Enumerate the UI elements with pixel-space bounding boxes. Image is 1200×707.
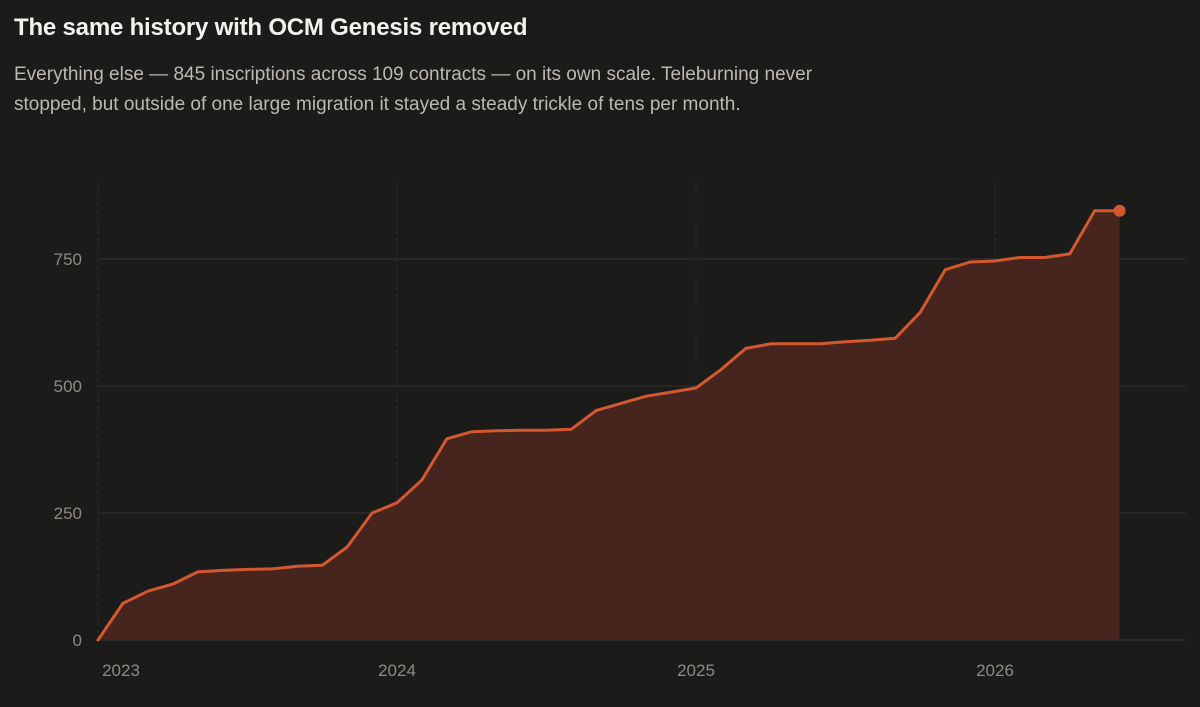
- final-point-marker: [1113, 204, 1126, 217]
- x-axis-ticks: 2023 2024 2025 2026: [102, 661, 1014, 680]
- chart-subtitle: Everything else — 845 inscriptions acros…: [14, 64, 813, 115]
- y-tick-label-0: 0: [73, 631, 82, 650]
- y-tick-label-750: 750: [54, 250, 82, 269]
- area-fill: [98, 210, 1120, 640]
- line-layer: [96, 204, 1126, 642]
- y-tick-label-500: 500: [54, 377, 82, 396]
- x-tick-label-2026: 2026: [976, 661, 1014, 680]
- x-tick-label-2025: 2025: [677, 661, 715, 680]
- x-tick-label-2024: 2024: [378, 661, 416, 680]
- y-axis-ticks: 0 250 500 750: [54, 250, 82, 650]
- y-tick-label-250: 250: [54, 504, 82, 523]
- chart-title: The same history with OCM Genesis remove…: [14, 14, 528, 41]
- x-tick-label-2023: 2023: [102, 661, 140, 680]
- series-line: [96, 209, 1122, 642]
- area-layer: [98, 210, 1120, 640]
